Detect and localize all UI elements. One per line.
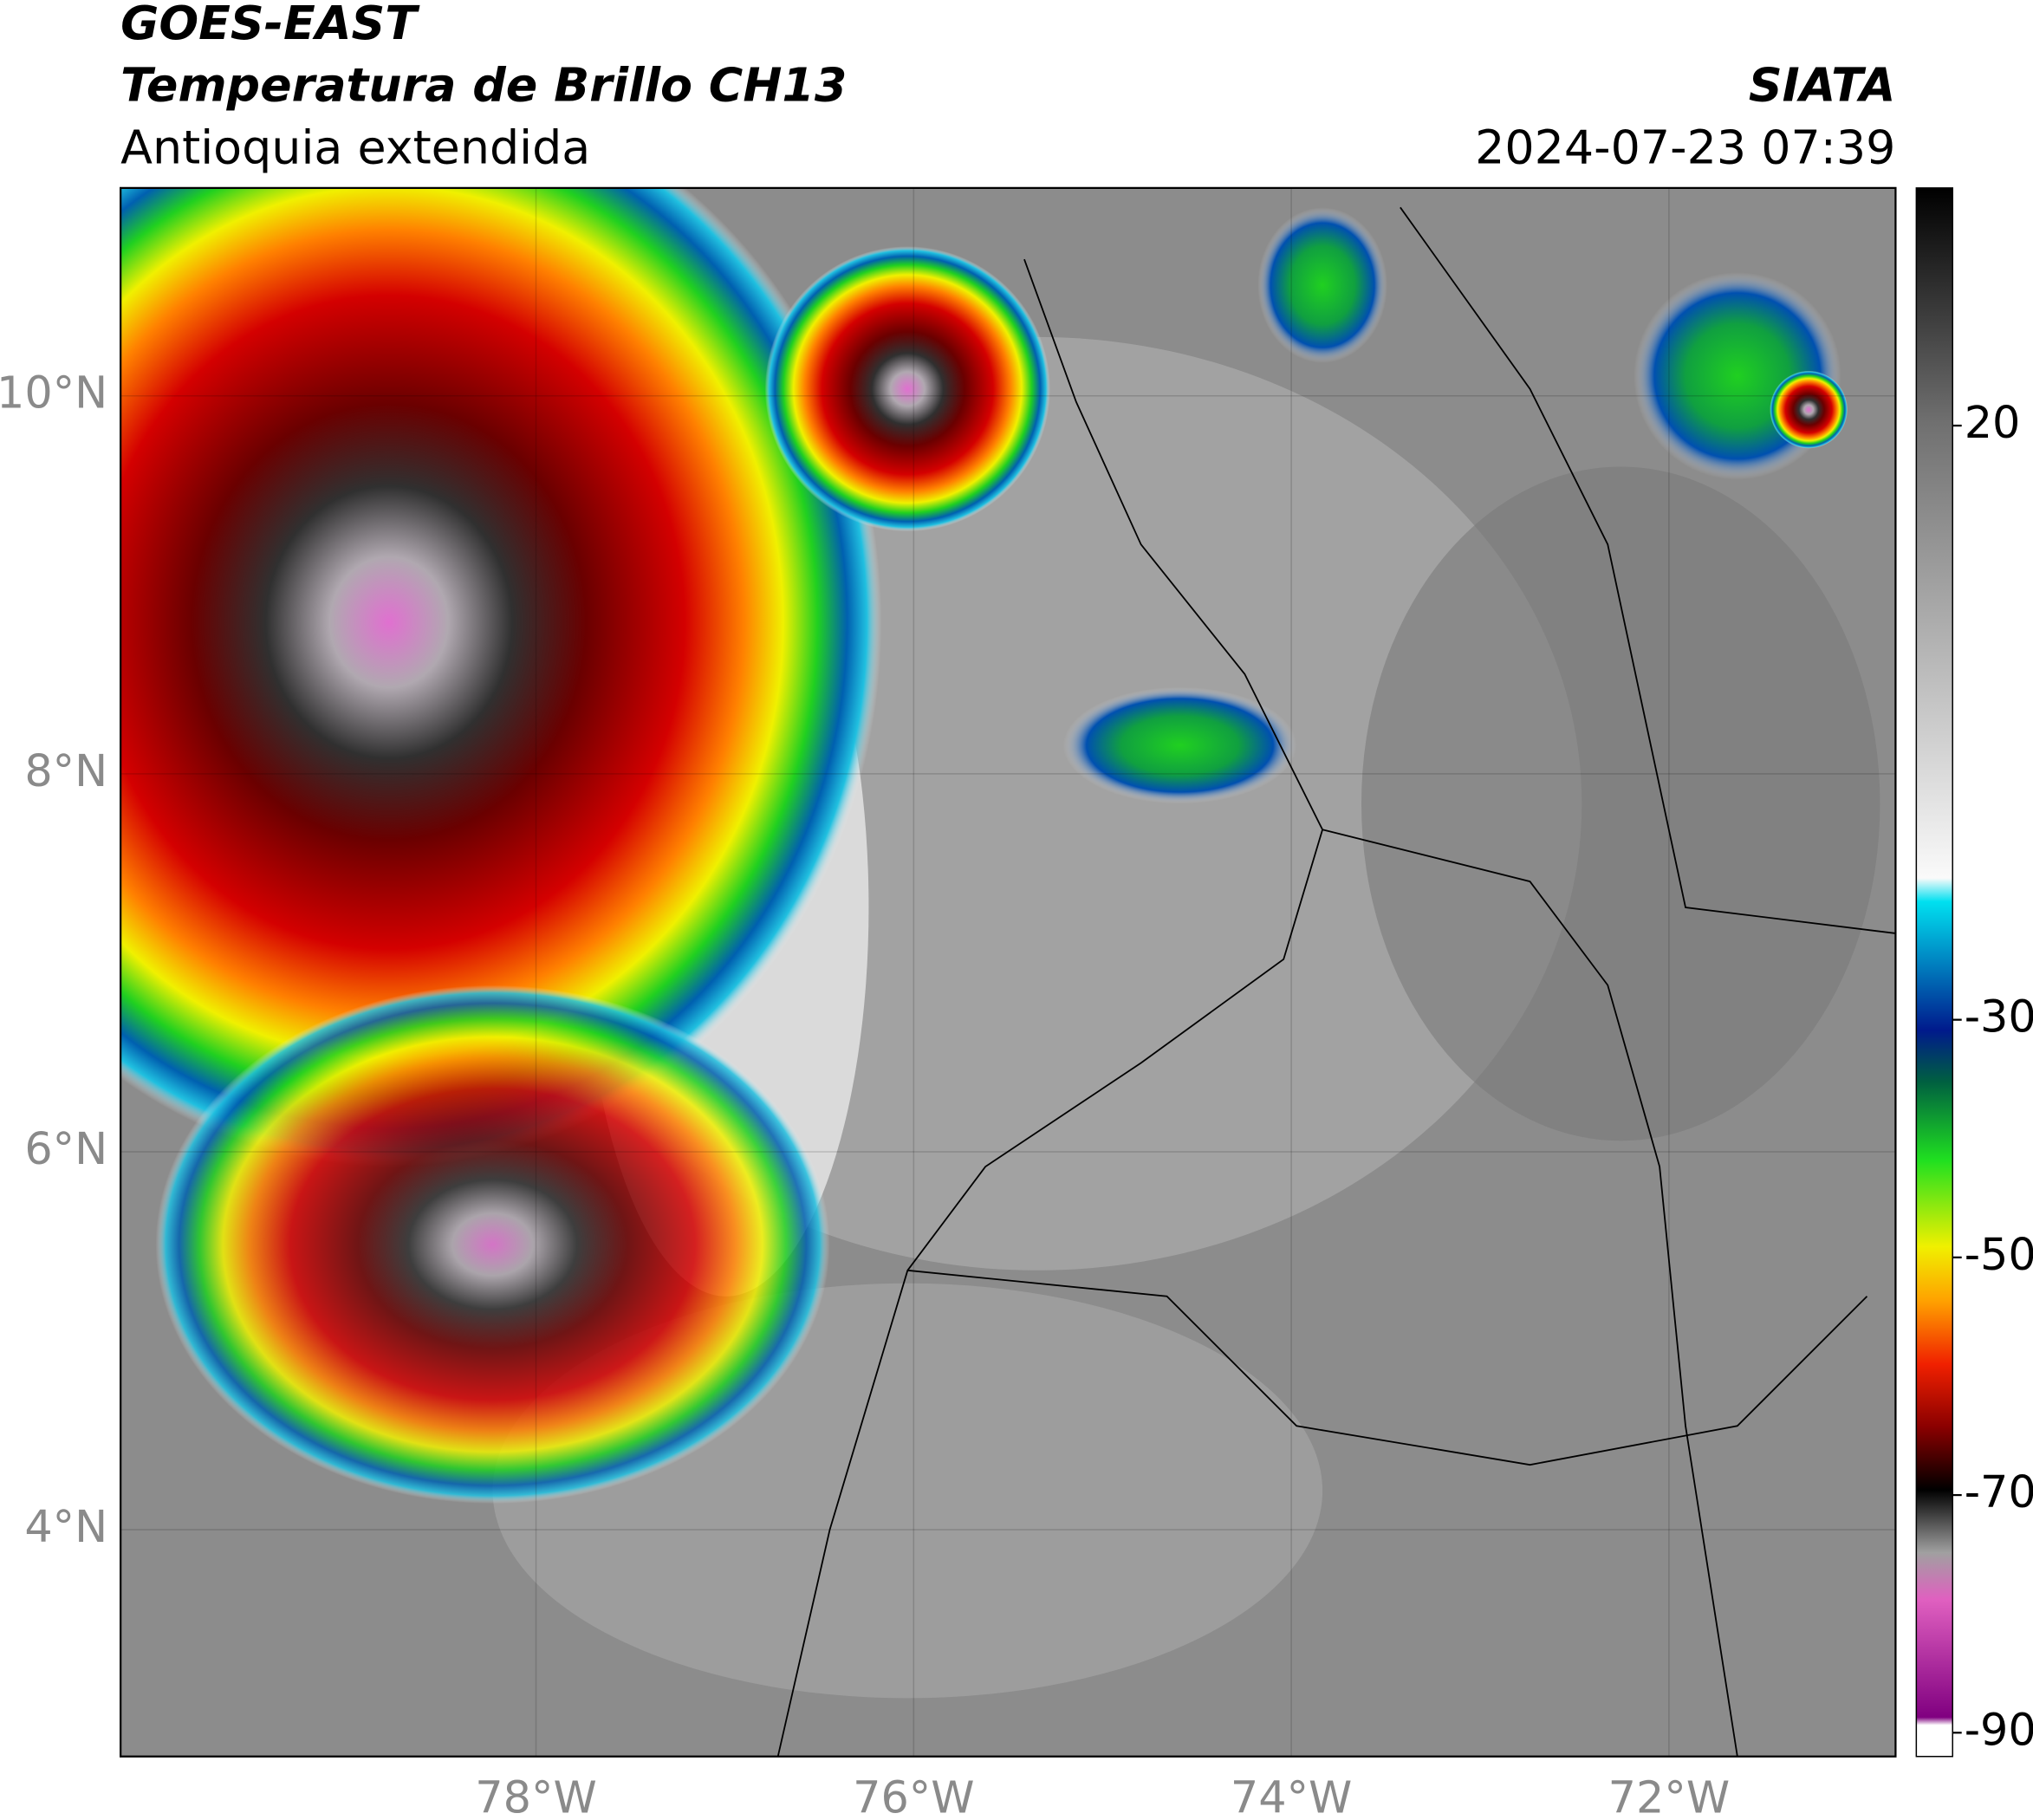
colorbar-tick-label: -90 <box>1965 1704 2033 1755</box>
colorbar-tick-label: 20 <box>1965 397 2021 448</box>
satellite-image <box>120 187 1896 1757</box>
x-tick-label: 78°W <box>475 1772 596 1820</box>
y-tick-label: 10°N <box>0 367 107 419</box>
storm <box>1257 207 1387 363</box>
colorbar-tick-label: -50 <box>1965 1229 2033 1280</box>
colorbar-tick-label: -70 <box>1965 1466 2033 1518</box>
source: SIATA <box>1749 58 1896 113</box>
boundaries <box>776 206 1896 1757</box>
x-tick-label: 76°W <box>853 1772 974 1820</box>
storm <box>120 187 882 1167</box>
subtitle: Temperatura de Brillo CH13 <box>120 58 847 113</box>
storm <box>155 985 830 1505</box>
cloud <box>1361 466 1880 1141</box>
title: GOES-EAST <box>120 0 420 50</box>
x-tick-label: 74°W <box>1231 1772 1352 1820</box>
y-tick-label: 4°N <box>24 1501 107 1552</box>
y-tick-label: 6°N <box>24 1123 107 1174</box>
grid <box>120 187 1896 1757</box>
map-frame <box>120 186 1897 1758</box>
datetime: 2024-07-23 07:39 <box>1475 120 1895 174</box>
y-tick-label: 8°N <box>24 745 107 796</box>
storm <box>1062 686 1297 804</box>
colorbar <box>1915 187 1953 1758</box>
region: Antioquia extendida <box>120 120 590 174</box>
x-tick-label: 72°W <box>1608 1772 1730 1820</box>
colorbar-tick-label: -30 <box>1965 991 2033 1043</box>
storm <box>764 246 1050 532</box>
storm <box>1770 370 1848 449</box>
